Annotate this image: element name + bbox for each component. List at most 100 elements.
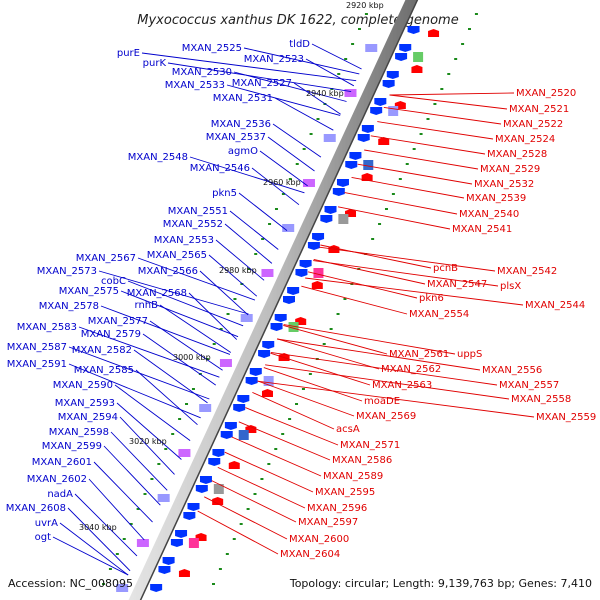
gene-block (302, 179, 315, 187)
left-leader-line (127, 280, 244, 327)
forward-gene-arrow (170, 539, 183, 547)
tick-marks (101, 13, 478, 585)
left-gene-label: pkn5 (212, 188, 237, 199)
left-gene-label: MXAN_2551 (168, 206, 228, 217)
left-gene-label: MXAN_2553 (154, 235, 214, 246)
forward-gene-arrow (399, 44, 412, 52)
genome-backbone (128, 0, 418, 600)
gene-block (261, 269, 274, 277)
forward-gene-arrow (162, 557, 175, 565)
gene-block (313, 268, 324, 278)
left-gene-label: MXAN_2566 (138, 266, 198, 277)
left-leader-line (110, 431, 168, 491)
left-leader-line (259, 150, 308, 187)
left-leader-line (68, 363, 201, 419)
right-gene-label: MXAN_2520 (516, 88, 576, 99)
left-gene-label: MXAN_2582 (72, 345, 132, 356)
forward-gene-arrow (374, 98, 387, 106)
right-gene-label: MXAN_2595 (315, 487, 375, 498)
left-leader-line (167, 62, 352, 93)
right-gene-label: MXAN_2541 (452, 224, 512, 235)
right-gene-label: plsX (500, 281, 521, 292)
right-gene-label: MXAN_2544 (525, 300, 585, 311)
right-gene-label: MXAN_2539 (466, 193, 526, 204)
right-gene-label: MXAN_2529 (480, 164, 540, 175)
right-leader-line (357, 163, 473, 185)
right-gene-label: MXAN_2528 (487, 149, 547, 160)
forward-gene-arrow (195, 485, 208, 493)
right-leader-line (377, 121, 494, 140)
left-gene-label: MXAN_2548 (128, 152, 188, 163)
forward-gene-arrow (183, 512, 196, 520)
left-leader-line (100, 305, 231, 355)
gene-block (288, 322, 299, 332)
right-leader-line (283, 324, 388, 355)
right-gene-labels: MXAN_2520 MXAN_2521 MXAN_2522 MXAN_2524 MXAN… (280, 88, 596, 560)
left-leader-line (274, 97, 334, 131)
gene-block (323, 134, 336, 142)
forward-gene-arrow (262, 341, 275, 349)
left-leader-line (189, 156, 305, 194)
kbp-label: 2960 kbp (263, 178, 301, 187)
left-gene-label: MXAN_2585 (74, 365, 134, 376)
gene-block (263, 376, 274, 386)
forward-gene-arrow (220, 431, 233, 439)
reverse-gene-arrow (178, 569, 190, 577)
reverse-gene-arrow (361, 173, 373, 181)
left-gene-label: MXAN_2546 (190, 163, 250, 174)
right-gene-label: MXAN_2559 (536, 412, 596, 423)
gene-block (240, 314, 253, 322)
left-leader-line (78, 326, 220, 378)
left-leader-line (243, 47, 360, 75)
left-gene-label: ogt (35, 532, 51, 543)
left-gene-label: MXAN_2608 (6, 503, 66, 514)
right-leader-line (351, 176, 465, 199)
right-leader-line (276, 338, 481, 371)
right-gene-label: MXAN_2540 (459, 209, 519, 220)
forward-gene-arrow (237, 395, 250, 403)
right-gene-label: pcnB (433, 263, 458, 274)
left-gene-label: MXAN_2593 (55, 398, 115, 409)
left-leader-line (226, 84, 341, 116)
right-gene-label: MXAN_2524 (495, 134, 555, 145)
right-leader-line (364, 149, 479, 170)
gene-block (213, 484, 224, 494)
right-gene-label: pkn6 (419, 293, 444, 304)
forward-gene-arrow (270, 323, 283, 331)
gene-block (157, 494, 170, 502)
right-leader-line (204, 496, 288, 540)
kbp-label-top: 2920 kbp (346, 1, 384, 10)
left-gene-label: MXAN_2527 (232, 78, 292, 89)
left-gene-label: MXAN_2537 (206, 132, 266, 143)
gene-block (116, 584, 129, 592)
gene-block (136, 539, 149, 547)
right-leader-line (305, 277, 524, 306)
reverse-gene-arrow (228, 461, 240, 469)
left-leader-line (215, 239, 265, 281)
right-gene-label: MXAN_2554 (409, 309, 469, 320)
forward-gene-arrow (345, 161, 358, 169)
right-gene-label: MXAN_2542 (497, 266, 557, 277)
forward-gene-arrow (395, 53, 408, 61)
forward-gene-arrow (349, 152, 362, 160)
right-leader-line (217, 466, 306, 509)
right-leader-line (313, 260, 499, 287)
left-leader-line (199, 270, 249, 316)
gene-block (178, 449, 191, 457)
right-gene-label: MXAN_2561 (389, 349, 449, 360)
left-gene-label: tldD (289, 39, 310, 50)
left-gene-label: uvrA (35, 518, 58, 529)
reverse-gene-arrow (378, 137, 390, 145)
right-leader-lines (197, 92, 535, 555)
gene-block (238, 430, 249, 440)
forward-gene-arrow (287, 287, 300, 295)
forward-gene-arrow (295, 269, 308, 277)
right-gene-label: MXAN_2557 (499, 380, 559, 391)
left-gene-label: MXAN_2583 (17, 322, 77, 333)
backbone-edge (139, 0, 419, 600)
forward-gene-arrow (224, 422, 237, 430)
forward-gene-arrow (299, 260, 312, 268)
reverse-gene-arrow (411, 65, 423, 73)
forward-gene-arrow (307, 242, 320, 250)
